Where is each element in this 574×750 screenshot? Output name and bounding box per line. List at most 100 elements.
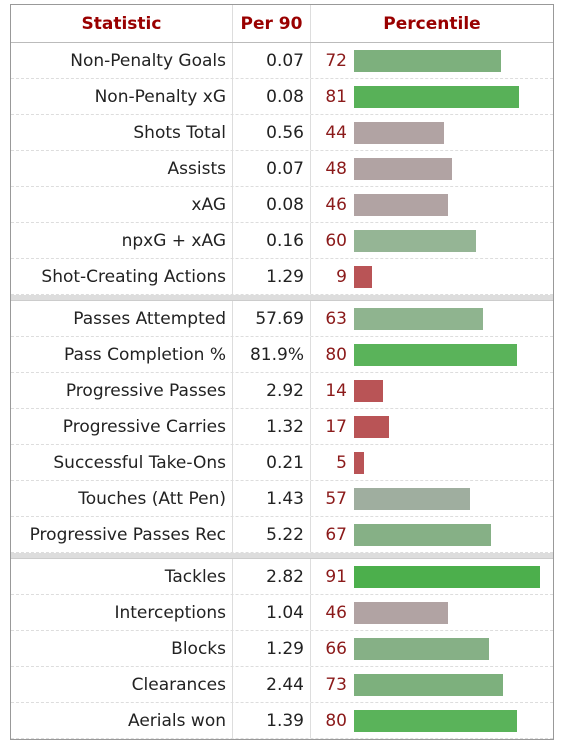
statistic: Passes Attempted — [11, 301, 233, 336]
percentile-bar — [354, 380, 383, 402]
statistic: Progressive Carries — [11, 409, 233, 444]
per-90: 0.08 — [233, 187, 311, 222]
per-90: 5.22 — [233, 517, 311, 552]
percentile-bar — [354, 416, 389, 438]
stat-row: Tackles 2.82 91 — [11, 559, 553, 595]
section-separator — [11, 295, 553, 301]
statistic: Touches (Att Pen) — [11, 481, 233, 516]
statistic: Progressive Passes — [11, 373, 233, 408]
per-90: 1.43 — [233, 481, 311, 516]
percentile-bar — [354, 488, 471, 510]
per-90: 2.92 — [233, 373, 311, 408]
stat-row: Non-Penalty Goals 0.07 72 — [11, 43, 553, 79]
percentile-cell: 80 — [311, 703, 553, 738]
per-90: 0.07 — [233, 151, 311, 186]
per-90: 2.82 — [233, 559, 311, 594]
percentile-cell: 46 — [311, 187, 553, 222]
header-cell: Per 90 — [233, 5, 311, 42]
percentile-cell: 81 — [311, 79, 553, 114]
percentile-cell: 67 — [311, 517, 553, 552]
per-90: 0.21 — [233, 445, 311, 480]
statistic: Pass Completion % — [11, 337, 233, 372]
percentile-value: 48 — [325, 158, 347, 179]
percentile-value: 44 — [325, 122, 347, 143]
percentile-cell: 46 — [311, 595, 553, 630]
percentile-bar — [354, 86, 520, 108]
statistic: npxG + xAG — [11, 223, 233, 258]
percentile-cell: 73 — [311, 667, 553, 702]
stat-row: Clearances 2.44 73 — [11, 667, 553, 703]
stat-row: Non-Penalty xG 0.08 81 — [11, 79, 553, 115]
percentile-bar — [354, 266, 373, 288]
percentile-value: 57 — [325, 488, 347, 509]
percentile-cell: 5 — [311, 445, 553, 480]
percentile-value: 46 — [325, 602, 347, 623]
per-90: 57.69 — [233, 301, 311, 336]
percentile-cell: 17 — [311, 409, 553, 444]
percentile-value: 73 — [325, 674, 347, 695]
stat-row: Touches (Att Pen) 1.43 57 — [11, 481, 553, 517]
percentile-cell: 60 — [311, 223, 553, 258]
per-90: 1.29 — [233, 259, 311, 294]
percentile-cell: 91 — [311, 559, 553, 594]
percentile-value: 66 — [325, 638, 347, 659]
per-90: 0.16 — [233, 223, 311, 258]
percentile-bar — [354, 344, 518, 366]
statistic: Non-Penalty Goals — [11, 43, 233, 78]
percentile-bar — [354, 674, 503, 696]
stat-row: xAG 0.08 46 — [11, 187, 553, 223]
statistic: Non-Penalty xG — [11, 79, 233, 114]
percentile-bar — [354, 710, 518, 732]
statistic: xAG — [11, 187, 233, 222]
statistic: Clearances — [11, 667, 233, 702]
section-separator — [11, 553, 553, 559]
per-90: 1.32 — [233, 409, 311, 444]
header-cell: Statistic — [11, 5, 233, 42]
percentile-bar — [354, 524, 491, 546]
per-90: 0.56 — [233, 115, 311, 150]
per-90: 81.9% — [233, 337, 311, 372]
percentile-value: 91 — [325, 566, 347, 587]
percentile-bar — [354, 158, 452, 180]
percentile-cell: 66 — [311, 631, 553, 666]
stat-row: Assists 0.07 48 — [11, 151, 553, 187]
percentile-bar — [354, 566, 540, 588]
stat-row: Progressive Passes 2.92 14 — [11, 373, 553, 409]
stat-row: Shot-Creating Actions 1.29 9 — [11, 259, 553, 295]
percentile-bar — [354, 230, 477, 252]
percentile-bar — [354, 638, 489, 660]
per-90: 2.44 — [233, 667, 311, 702]
percentile-cell: 14 — [311, 373, 553, 408]
percentile-cell: 48 — [311, 151, 553, 186]
stat-row: Passes Attempted 57.69 63 — [11, 301, 553, 337]
stat-row: Aerials won 1.39 80 — [11, 703, 553, 739]
percentile-value: 80 — [325, 344, 347, 365]
percentile-bar — [354, 602, 448, 624]
stat-row: Shots Total 0.56 44 — [11, 115, 553, 151]
percentile-value: 5 — [336, 452, 347, 473]
percentile-value: 46 — [325, 194, 347, 215]
percentile-cell: 80 — [311, 337, 553, 372]
stat-row: Progressive Passes Rec 5.22 67 — [11, 517, 553, 553]
percentile-value: 80 — [325, 710, 347, 731]
percentile-cell: 63 — [311, 301, 553, 336]
statistic: Shot-Creating Actions — [11, 259, 233, 294]
percentile-value: 81 — [325, 86, 347, 107]
statistic: Shots Total — [11, 115, 233, 150]
percentile-value: 72 — [325, 50, 347, 71]
percentile-value: 9 — [336, 266, 347, 287]
header-cell: Percentile — [383, 13, 481, 34]
percentile-value: 67 — [325, 524, 347, 545]
percentile-value: 14 — [325, 380, 347, 401]
statistic: Progressive Passes Rec — [11, 517, 233, 552]
statistic: Successful Take-Ons — [11, 445, 233, 480]
percentile-bar — [354, 452, 365, 474]
percentile-bar — [354, 122, 444, 144]
percentile-value: 17 — [325, 416, 347, 437]
scouting-table: Statistic Per 90 Percentile Non-Penalty … — [10, 4, 554, 740]
statistic: Interceptions — [11, 595, 233, 630]
stat-row: Interceptions 1.04 46 — [11, 595, 553, 631]
stat-row: Progressive Carries 1.32 17 — [11, 409, 553, 445]
per-90: 1.04 — [233, 595, 311, 630]
statistic: Aerials won — [11, 703, 233, 738]
